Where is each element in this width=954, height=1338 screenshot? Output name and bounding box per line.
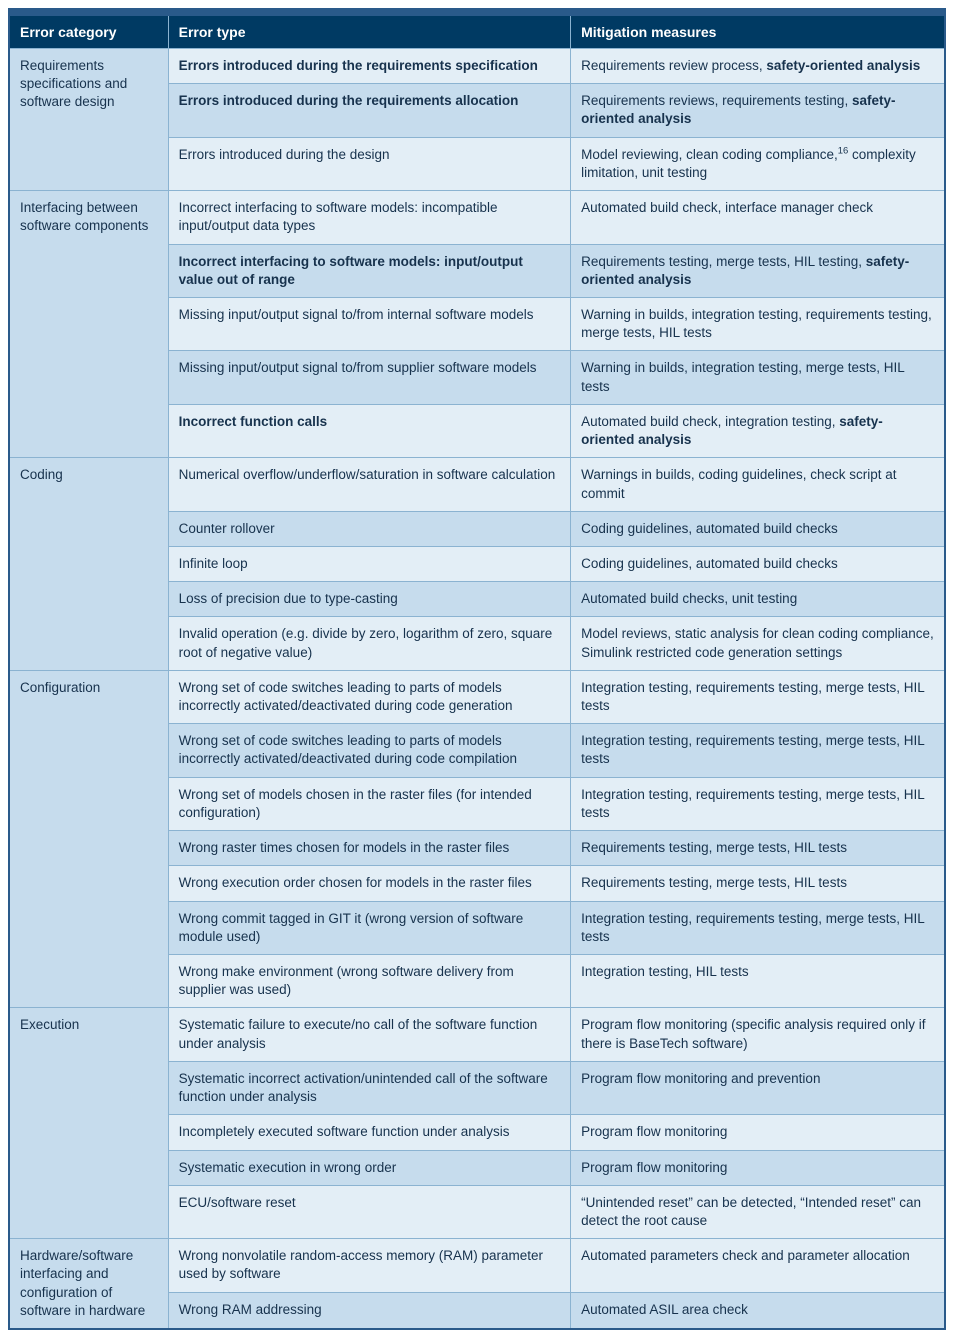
- error-type-cell: Incompletely executed software function …: [168, 1115, 570, 1150]
- mitigation-cell: Automated build check, integration testi…: [571, 404, 945, 457]
- category-cell: Configuration: [9, 670, 168, 1008]
- mitigation-cell: Automated build checks, unit testing: [571, 582, 945, 617]
- error-type-cell: Wrong set of code switches leading to pa…: [168, 724, 570, 777]
- mitigation-cell: Automated parameters check and parameter…: [571, 1239, 945, 1293]
- error-type-cell: Wrong set of code switches leading to pa…: [168, 670, 570, 723]
- table-row: ExecutionSystematic failure to execute/n…: [9, 1008, 945, 1061]
- mitigation-cell: Program flow monitoring: [571, 1115, 945, 1150]
- error-type-cell: Incorrect function calls: [168, 404, 570, 457]
- table-row: Hardware/software interfacing and config…: [9, 1239, 945, 1293]
- table-body: Requirements specifications and software…: [9, 49, 945, 1330]
- error-type-cell: Systematic failure to execute/no call of…: [168, 1008, 570, 1061]
- col-header-category: Error category: [9, 15, 168, 49]
- mitigation-cell: Program flow monitoring (specific analys…: [571, 1008, 945, 1061]
- error-type-cell: Wrong raster times chosen for models in …: [168, 831, 570, 866]
- error-type-cell: Incorrect interfacing to software models…: [168, 244, 570, 297]
- mitigation-cell: Coding guidelines, automated build check…: [571, 546, 945, 581]
- mitigation-cell: Integration testing, requirements testin…: [571, 901, 945, 954]
- mitigation-cell: Integration testing, requirements testin…: [571, 670, 945, 723]
- mitigation-cell: Coding guidelines, automated build check…: [571, 511, 945, 546]
- mitigation-cell: Requirements testing, merge tests, HIL t…: [571, 866, 945, 901]
- error-type-cell: Missing input/output signal to/from inte…: [168, 297, 570, 350]
- error-type-cell: Counter rollover: [168, 511, 570, 546]
- category-cell: Interfacing between software components: [9, 191, 168, 458]
- category-cell: Hardware/software interfacing and config…: [9, 1239, 168, 1329]
- mitigation-cell: Requirements reviews, requirements testi…: [571, 84, 945, 137]
- mitigation-cell: Integration testing, HIL tests: [571, 955, 945, 1008]
- category-cell: Requirements specifications and software…: [9, 49, 168, 191]
- error-type-cell: Infinite loop: [168, 546, 570, 581]
- mitigation-cell: Requirements testing, merge tests, HIL t…: [571, 244, 945, 297]
- mitigation-cell: Integration testing, requirements testin…: [571, 724, 945, 777]
- mitigation-cell: Model reviews, static analysis for clean…: [571, 617, 945, 670]
- error-type-cell: Loss of precision due to type-casting: [168, 582, 570, 617]
- category-cell: Coding: [9, 458, 168, 671]
- col-header-mitigation: Mitigation measures: [571, 15, 945, 49]
- table-row: Interfacing between software componentsI…: [9, 191, 945, 244]
- mitigation-cell: Warning in builds, integration testing, …: [571, 297, 945, 350]
- error-type-cell: Missing input/output signal to/from supp…: [168, 351, 570, 404]
- error-type-cell: Incorrect interfacing to software models…: [168, 191, 570, 244]
- error-type-cell: Errors introduced during the requirement…: [168, 84, 570, 137]
- mitigation-cell: Program flow monitoring and prevention: [571, 1061, 945, 1114]
- error-taxonomy-table: Error category Error type Mitigation mea…: [8, 14, 946, 1330]
- error-type-cell: Systematic incorrect activation/unintend…: [168, 1061, 570, 1114]
- error-type-cell: Wrong execution order chosen for models …: [168, 866, 570, 901]
- mitigation-cell: Requirements testing, merge tests, HIL t…: [571, 831, 945, 866]
- mitigation-cell: Integration testing, requirements testin…: [571, 777, 945, 830]
- error-type-cell: Wrong make environment (wrong software d…: [168, 955, 570, 1008]
- mitigation-cell: Model reviewing, clean coding compliance…: [571, 137, 945, 190]
- mitigation-cell: Warning in builds, integration testing, …: [571, 351, 945, 404]
- error-type-cell: Wrong nonvolatile random-access memory (…: [168, 1239, 570, 1293]
- error-type-cell: Wrong RAM addressing: [168, 1293, 570, 1329]
- mitigation-cell: Requirements review process, safety-orie…: [571, 49, 945, 84]
- error-type-cell: Numerical overflow/underflow/saturation …: [168, 458, 570, 511]
- error-type-cell: ECU/software reset: [168, 1185, 570, 1238]
- mitigation-cell: “Unintended reset” can be detected, “Int…: [571, 1185, 945, 1238]
- error-type-cell: Invalid operation (e.g. divide by zero, …: [168, 617, 570, 670]
- table-header: Error category Error type Mitigation mea…: [9, 15, 945, 49]
- col-header-type: Error type: [168, 15, 570, 49]
- error-type-cell: Errors introduced during the requirement…: [168, 49, 570, 84]
- table-row: ConfigurationWrong set of code switches …: [9, 670, 945, 723]
- error-type-cell: Wrong commit tagged in GIT it (wrong ver…: [168, 901, 570, 954]
- table-row: CodingNumerical overflow/underflow/satur…: [9, 458, 945, 511]
- category-cell: Execution: [9, 1008, 168, 1239]
- error-type-cell: Wrong set of models chosen in the raster…: [168, 777, 570, 830]
- error-type-cell: Errors introduced during the design: [168, 137, 570, 190]
- table-row: Requirements specifications and software…: [9, 49, 945, 84]
- mitigation-cell: Automated ASIL area check: [571, 1293, 945, 1329]
- mitigation-cell: Warnings in builds, coding guidelines, c…: [571, 458, 945, 511]
- mitigation-cell: Automated build check, interface manager…: [571, 191, 945, 244]
